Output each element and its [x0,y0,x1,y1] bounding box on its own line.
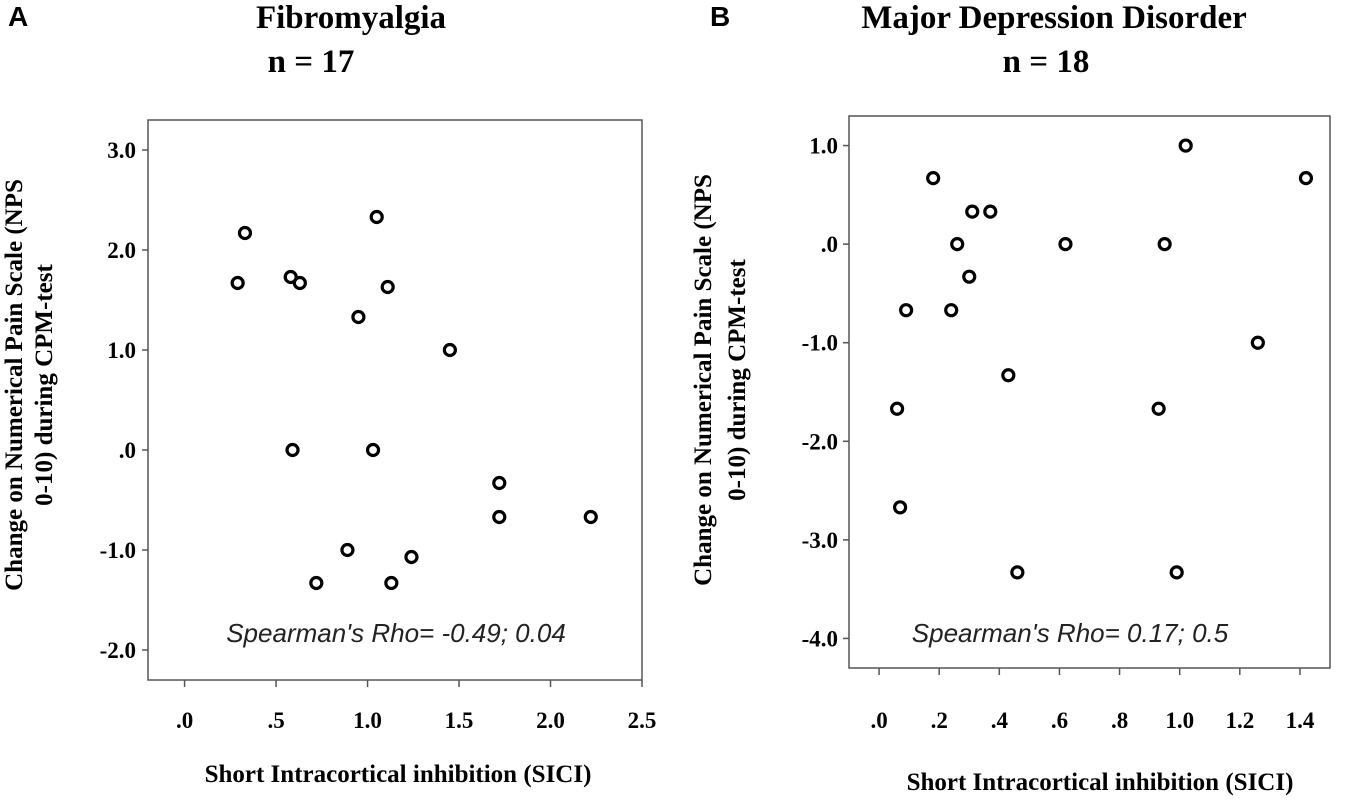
panel-a-data-point [404,549,419,565]
panel-b-data-point [965,204,980,219]
panel-a-data-point [583,509,598,525]
panel-a-data-point [237,225,253,241]
panel-b-ytick-label: .0 [821,232,838,257]
panel-b-data-point [1169,565,1184,580]
panel-a-data-point [492,475,507,491]
panel-b-data-point [962,269,977,284]
panel-b-ytick-label: -1.0 [802,331,838,356]
panel-b-data-point [1010,565,1025,580]
panel-b-xtick-label: .8 [1111,708,1128,733]
panel-a-data-point [442,342,457,358]
panel-b-xtick-label: .2 [931,708,948,733]
panel-a-ylabel-line2: 0-10) during CPM-test [31,264,58,506]
panel-a-ytick-label: 1.0 [107,338,136,363]
panel-b-xtick-label: 1.4 [1286,708,1315,733]
panel-a-ytick-label: 3.0 [107,138,136,163]
panel-b-ylabel-line1: Change on Numerical Pain Scale (NPS [690,174,717,586]
panel-a-x-axis: .0 .5 1.0 1.5 2.0 2.5 [176,680,656,733]
panel-b: B Major Depression Disorder n = 18 Chang… [690,0,1331,796]
panel-b-data-point [1157,237,1172,252]
panel-b-data-point [926,171,941,186]
panel-b-data-point [1298,171,1314,186]
panel-a-ytick-label: .0 [119,438,136,463]
panel-a-xlabel: Short Intracortical inhibition (SICI) [205,761,592,788]
panel-b-data-point [1250,335,1265,350]
panel-a-data-point [292,275,307,291]
panel-a-ylabel-line1: Change on Numerical Pain Scale (NPS [1,179,28,591]
panel-b-xtick-label: 1.2 [1225,708,1254,733]
panel-b-subtitle: n = 18 [1003,44,1090,80]
panel-a-data-point [351,309,366,325]
panel-b-ytick-label: -2.0 [802,429,838,454]
panel-b-data-point [1151,401,1166,416]
panel-a-xtick-label: .0 [176,708,193,733]
panel-b-data-point [1001,368,1016,383]
panel-a-data-point [309,575,324,591]
panel-a-data-point [492,509,507,525]
panel-b-title: Major Depression Disorder [861,0,1247,36]
panel-b-data-point [889,401,905,416]
panel-b-points [889,138,1314,580]
panel-b-y-axis: 1.0 .0 -1.0 -2.0 -3.0 -4.0 [802,134,849,651]
panel-b-data-point [950,237,965,252]
panel-b-letter: B [710,1,730,32]
panel-b-x-axis: .0 .2 .4 .6 .8 1.0 1.2 1.4 [870,668,1315,733]
panel-b-annotation: Spearman's Rho= 0.17; 0.5 [912,618,1229,648]
panel-a-xtick-label: 2.5 [628,708,657,733]
panel-a-data-point [230,275,245,291]
panel-a-ytick-label: 2.0 [107,238,136,263]
panel-b-plot-frame [848,115,1331,669]
panel-a-plot-frame [147,119,643,681]
panel-b-xtick-label: .4 [991,708,1009,733]
panel-a-xtick-label: 1.0 [353,708,382,733]
panel-b-data-point [893,500,908,515]
panel-a-points [230,209,598,591]
panel-a-ytick-label: -2.0 [100,638,136,663]
panel-b-ytick-label: -3.0 [802,528,838,553]
panel-a-data-point [365,442,381,458]
panel-a-xtick-label: .5 [267,708,284,733]
panel-a-xtick-label: 1.5 [445,708,474,733]
panel-b-data-point [944,303,959,318]
panel-a-data-point [285,442,300,458]
panel-a-title: Fibromyalgia [256,0,446,36]
panel-a: A Fibromyalgia n = 17 Change on Numerica… [1,0,656,788]
panel-a-xtick-label: 2.0 [536,708,565,733]
panel-b-data-point [983,204,998,219]
panel-b-xtick-label: 1.0 [1165,708,1194,733]
panel-a-annotation: Spearman's Rho= -0.49; 0.04 [226,618,566,648]
panel-b-xlabel: Short Intracortical inhibition (SICI) [907,769,1294,796]
panel-a-data-point [384,575,399,591]
panel-b-data-point [1178,138,1193,153]
panel-b-data-point [899,303,914,318]
panel-a-data-point [340,542,355,558]
panel-b-xtick-label: .6 [1051,708,1068,733]
panel-b-ylabel-line2: 0-10) during CPM-test [724,259,751,501]
panel-a-subtitle: n = 17 [268,44,355,80]
panel-a-data-point [380,279,395,295]
panel-a-data-point [369,209,384,225]
panel-b-data-point [1058,237,1073,252]
panel-b-xtick-label: .0 [870,708,887,733]
panel-b-ytick-label: -4.0 [802,626,838,651]
panel-b-ytick-label: 1.0 [809,134,838,159]
panel-a-letter: A [8,1,28,32]
panel-a-y-axis: 3.0 2.0 1.0 .0 -1.0 -2.0 [100,138,148,663]
panel-a-ytick-label: -1.0 [100,538,136,563]
